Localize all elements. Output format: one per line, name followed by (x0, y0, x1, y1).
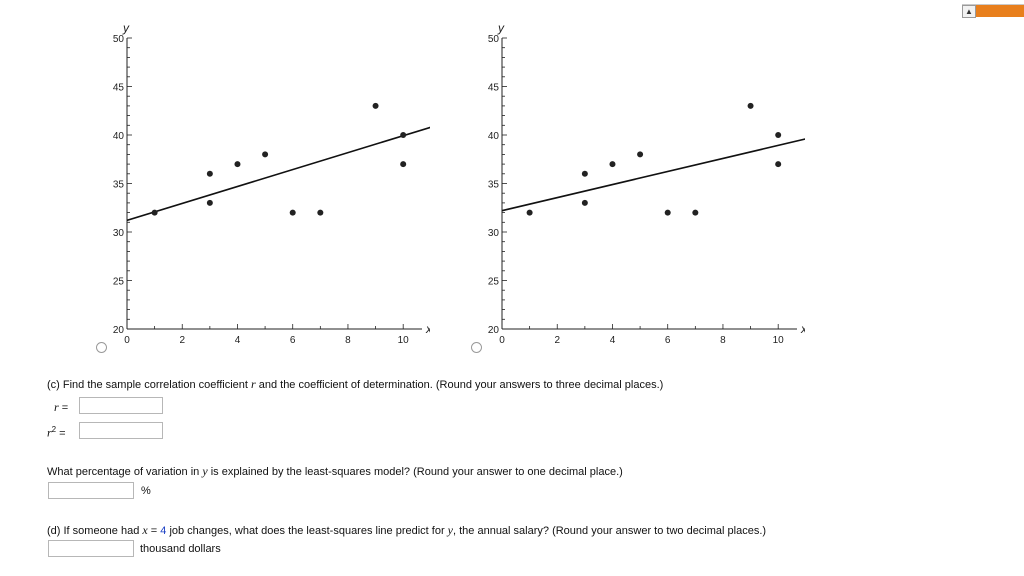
data-point (400, 132, 407, 138)
x-tick-label: 6 (290, 335, 296, 346)
regression-line (126, 126, 432, 222)
y-tick-label: 50 (113, 34, 125, 45)
percent-unit: % (141, 485, 151, 497)
salary-unit: thousand dollars (140, 543, 221, 555)
y-tick-label: 30 (113, 228, 125, 239)
data-point (581, 199, 588, 206)
x-tick-label: 4 (235, 335, 241, 346)
data-point (581, 170, 588, 177)
percent-question: What percentage of variation in y is exp… (47, 464, 623, 478)
scroll-indicator[interactable]: ▲ (962, 4, 1024, 18)
x-tick-label: 8 (720, 335, 726, 346)
data-point (206, 170, 213, 177)
percent-input[interactable] (48, 482, 134, 499)
y-tick-label: 20 (488, 325, 500, 336)
x-tick-label: 10 (773, 335, 785, 346)
y-tick-label: 35 (113, 180, 125, 191)
data-point (637, 151, 644, 158)
y-tick-label: 45 (113, 83, 125, 94)
x-tick-label: 2 (179, 335, 185, 346)
data-point (262, 151, 269, 158)
up-arrow-icon[interactable]: ▲ (962, 5, 976, 18)
data-point (234, 161, 241, 168)
data-point (664, 209, 671, 216)
scatter-plot-1: 20 25 30 35 40 45 50 0 2 4 6 8 10 y x (113, 21, 433, 346)
radio-option-2[interactable] (471, 342, 482, 353)
x-value: 4 (160, 525, 167, 537)
y-axis-label: y (497, 21, 505, 35)
data-point (609, 161, 616, 168)
y-tick-label: 35 (488, 180, 500, 191)
x-tick-label: 10 (398, 335, 410, 346)
y-tick-label: 45 (488, 83, 500, 94)
data-point (400, 161, 407, 168)
y-tick-label: 40 (488, 131, 500, 142)
x-tick-label: 2 (554, 335, 560, 346)
x-tick-label: 8 (345, 335, 351, 346)
scatter-plot-option-1: 20 25 30 35 40 45 50 0 2 4 6 8 10 y x (70, 14, 433, 359)
scatter-plot-2: 20 25 30 35 40 45 50 0 2 4 6 8 10 y x (488, 21, 808, 346)
data-point (317, 209, 324, 216)
y-tick-label: 25 (113, 277, 125, 288)
salary-input[interactable] (48, 540, 134, 557)
r-label: r = (54, 400, 69, 414)
data-point (692, 209, 699, 216)
y-tick-label: 40 (113, 131, 125, 142)
x-axis-label: x (425, 322, 430, 336)
r2-input[interactable] (79, 422, 163, 439)
part-d-question: (d) If someone had x = 4 job changes, wh… (47, 523, 767, 537)
x-tick-label: 4 (610, 335, 616, 346)
r-input[interactable] (79, 397, 163, 414)
x-tick-label: 0 (124, 335, 130, 346)
y-tick-label: 30 (488, 228, 500, 239)
y-axis-label: y (122, 21, 130, 35)
data-point (372, 102, 379, 109)
x-axis-label: x (800, 322, 805, 336)
x-tick-label: 0 (499, 335, 505, 346)
data-point (526, 209, 533, 216)
part-c-question: (c) Find the sample correlation coeffici… (47, 377, 664, 391)
data-point (206, 199, 213, 206)
y-tick-label: 20 (113, 325, 125, 336)
y-tick-label: 25 (488, 277, 500, 288)
radio-option-1[interactable] (96, 342, 107, 353)
data-point (775, 132, 782, 138)
data-point (775, 161, 782, 168)
data-point (747, 102, 754, 109)
data-point (151, 209, 158, 216)
x-tick-label: 6 (665, 335, 671, 346)
regression-line (501, 138, 806, 212)
scatter-plot-option-2: 20 25 30 35 40 45 50 0 2 4 6 8 10 y x (445, 14, 808, 359)
r2-label: r2 = (47, 425, 66, 440)
data-point (289, 209, 296, 216)
y-tick-label: 50 (488, 34, 500, 45)
